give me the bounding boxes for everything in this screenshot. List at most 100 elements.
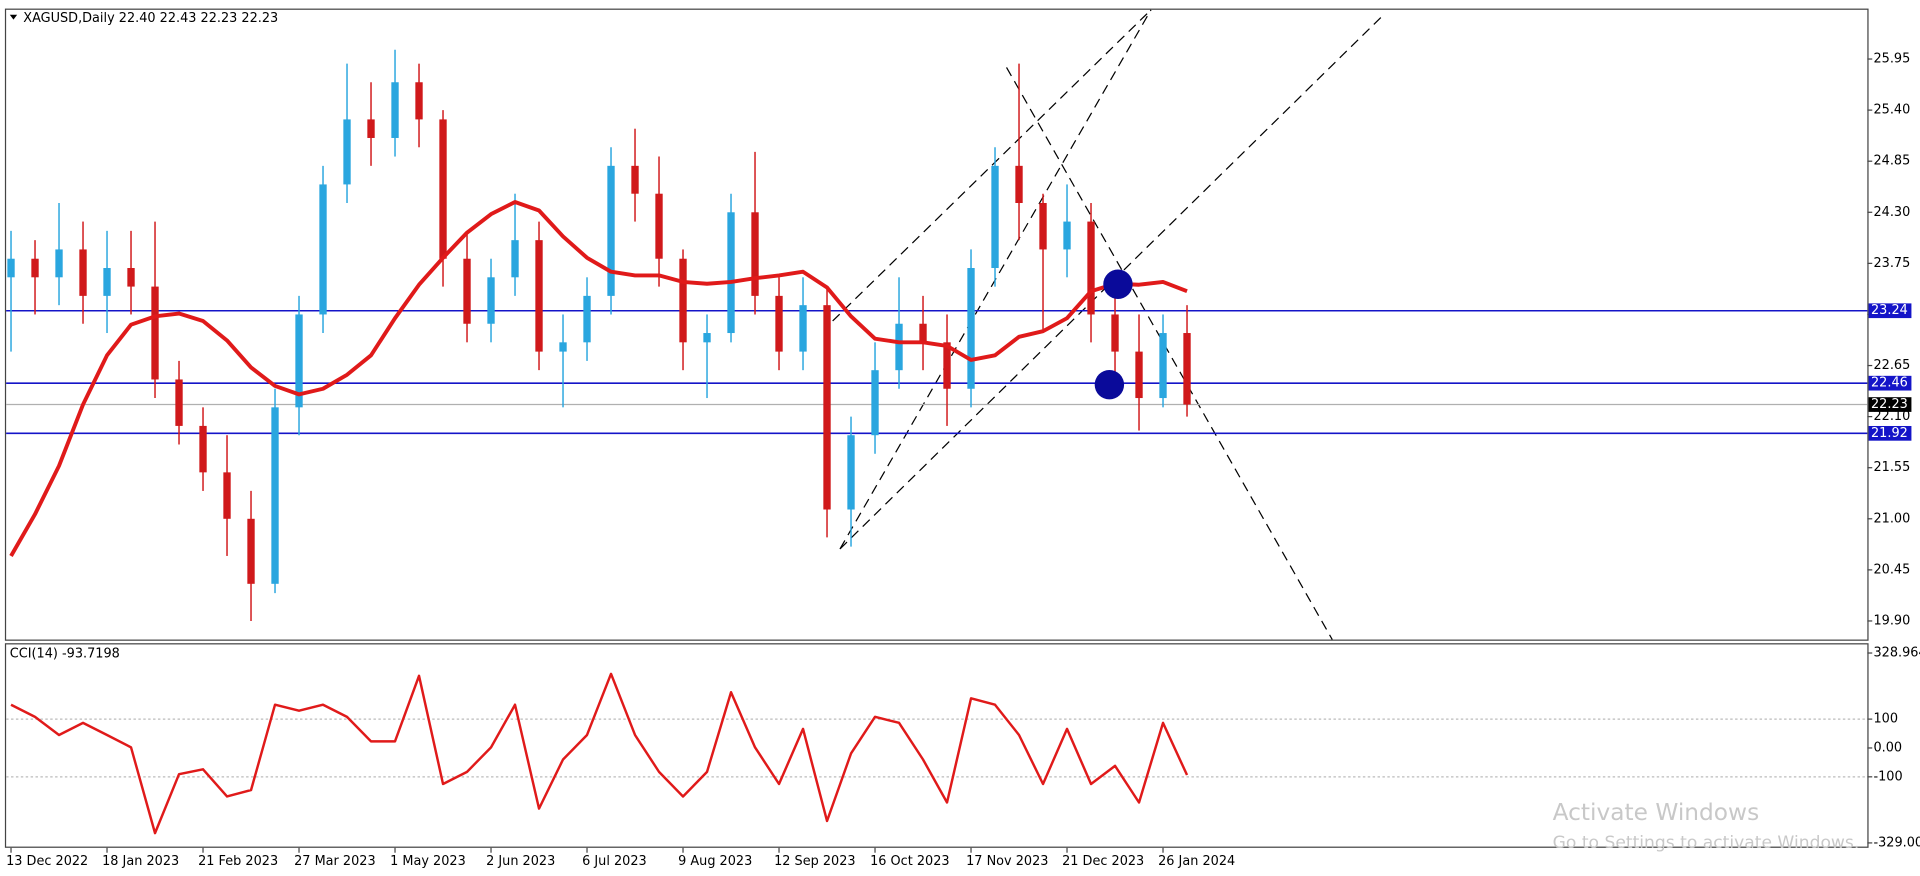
candle-body — [511, 240, 519, 278]
channel-mid — [832, 9, 1152, 322]
marker — [1103, 269, 1133, 299]
y-tick-label: 328.964 — [1873, 646, 1920, 661]
x-tick-label: 16 Oct 2023 — [870, 854, 949, 869]
candle-body — [7, 258, 15, 278]
x-tick-label: 13 Dec 2022 — [6, 854, 88, 869]
downtrend-line — [1005, 67, 1333, 640]
x-tick-label: 12 Sep 2023 — [774, 854, 855, 869]
y-tick-label: 21.55 — [1873, 460, 1910, 475]
x-tick-label: 9 Aug 2023 — [678, 854, 752, 869]
candle-body — [343, 119, 351, 185]
candle-body — [607, 165, 615, 296]
y-tick-label: -329.000 — [1873, 835, 1920, 850]
candle-body — [391, 82, 399, 138]
candle-body — [535, 240, 543, 352]
y-tick-label: 20.45 — [1873, 562, 1910, 577]
level-tag — [1868, 303, 1912, 319]
y-tick-label: 25.95 — [1873, 52, 1910, 67]
candle-body — [967, 268, 975, 389]
candle-body — [847, 435, 855, 510]
candle-body — [175, 379, 183, 426]
candle-body — [751, 212, 759, 296]
x-tick-label: 21 Feb 2023 — [198, 854, 278, 869]
last-price-tag — [1868, 397, 1912, 412]
candle-body — [1159, 333, 1167, 399]
candle-body — [1135, 351, 1143, 399]
candle-body — [103, 268, 111, 296]
level-tag — [1868, 375, 1912, 391]
candle-body — [199, 425, 207, 473]
y-tick-label: 100 — [1873, 712, 1898, 727]
x-tick-label: 27 Mar 2023 — [294, 854, 376, 869]
candle-body — [415, 82, 423, 120]
candle-body — [295, 314, 303, 408]
y-tick-label: 22.10 — [1873, 409, 1910, 424]
watermark-subtitle: Go to Settings to activate Windows. — [1553, 833, 1860, 853]
y-tick-label: 23.75 — [1873, 256, 1910, 271]
y-tick-label: 19.90 — [1873, 613, 1910, 628]
watermark-title: Activate Windows — [1553, 799, 1760, 826]
x-tick-label: 26 Jan 2024 — [1158, 854, 1235, 869]
candle-body — [727, 212, 735, 334]
candle-body — [79, 249, 87, 296]
y-tick-label: 21.00 — [1873, 511, 1910, 526]
level-label: 23.24 — [1871, 303, 1908, 318]
candle-body — [655, 193, 663, 259]
candle-body — [487, 277, 495, 324]
candle-body — [1015, 165, 1023, 203]
candle-body — [1111, 314, 1119, 352]
candle-body — [1063, 221, 1071, 250]
y-tick-label: -100 — [1873, 769, 1902, 784]
last-price-label: 22.23 — [1871, 397, 1908, 412]
y-tick-label: 24.85 — [1873, 154, 1910, 169]
moving-average — [9, 200, 1188, 557]
candle-body — [439, 119, 447, 259]
x-tick-label: 1 May 2023 — [390, 854, 466, 869]
candle-body — [991, 165, 999, 269]
candle-body — [823, 305, 831, 510]
candle-body — [1039, 202, 1047, 250]
y-tick-label: 0.00 — [1873, 740, 1902, 755]
candle-body — [895, 323, 903, 371]
candle-body — [703, 333, 711, 343]
y-tick-label: 22.65 — [1873, 358, 1910, 373]
y-tick-label: 24.30 — [1873, 205, 1910, 220]
x-tick-label: 18 Jan 2023 — [102, 854, 179, 869]
candle-body — [679, 258, 687, 343]
y-tick-label: 25.40 — [1873, 103, 1910, 118]
candle-body — [919, 323, 927, 343]
candle-body — [271, 407, 279, 584]
cci-line — [10, 672, 1189, 835]
cci-panel — [4, 643, 1869, 848]
price-panel — [4, 8, 1869, 641]
candle-body — [223, 472, 231, 519]
level-tag — [1868, 425, 1912, 441]
x-tick-label: 17 Nov 2023 — [966, 854, 1048, 869]
candle-body — [127, 268, 135, 287]
x-tick-label: 2 Jun 2023 — [486, 854, 555, 869]
marker — [1094, 370, 1125, 400]
candle-body — [1087, 221, 1095, 315]
candle-body — [871, 370, 879, 436]
price-title: XAGUSD,Daily 22.40 22.43 22.23 22.23 — [23, 11, 278, 26]
level-label: 21.92 — [1871, 426, 1908, 441]
candle-body — [55, 249, 63, 278]
candle-body — [943, 342, 951, 389]
candle-body — [1183, 333, 1191, 405]
watermark: Activate Windows Go to Settings to activ… — [1553, 799, 1860, 853]
cci-title: CCI(14) -93.7198 — [10, 647, 120, 662]
x-tick-label: 21 Dec 2023 — [1062, 854, 1144, 869]
candle-body — [463, 258, 471, 324]
candle-body — [583, 295, 591, 343]
level-label: 22.46 — [1871, 376, 1908, 391]
candle-body — [367, 119, 375, 138]
candle-body — [799, 305, 807, 352]
x-tick-label: 6 Jul 2023 — [582, 854, 647, 869]
collapse-icon — [9, 14, 18, 20]
candle-body — [559, 342, 567, 352]
candle-body — [319, 184, 327, 315]
candle-body — [247, 518, 255, 584]
